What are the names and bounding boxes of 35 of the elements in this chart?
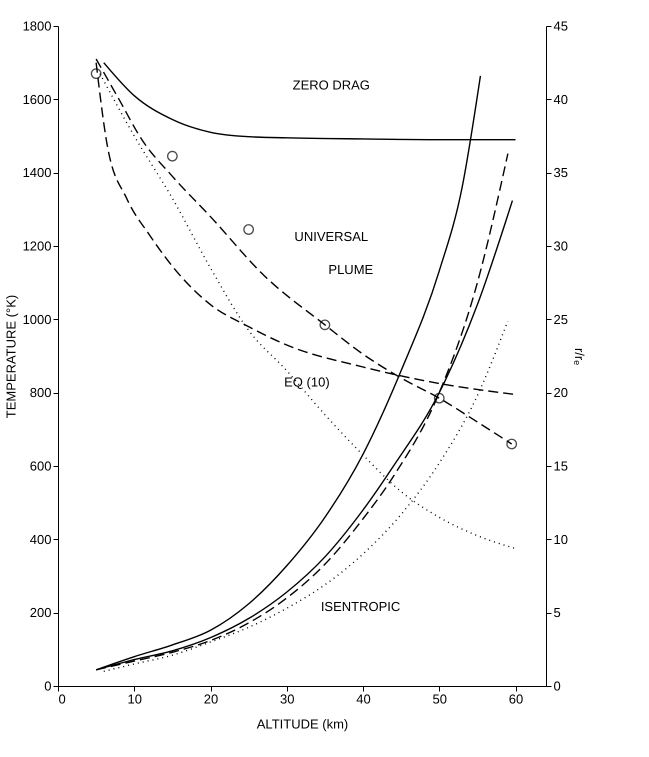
x-tick-label: 10 xyxy=(128,692,142,706)
y-tick-label: 200 xyxy=(30,605,52,620)
x-axis-title: ALTITUDE (km) xyxy=(256,716,348,732)
y-tick-label: 600 xyxy=(30,458,52,474)
y-axis-title: TEMPERATURE (°K) xyxy=(4,294,19,418)
y2-tick-label: 20 xyxy=(554,385,568,400)
annotation: ISENTROPIC xyxy=(320,598,400,614)
y2-tick-label: 25 xyxy=(554,312,568,327)
y2-tick-label: 15 xyxy=(554,458,568,474)
y-tick-label: 1600 xyxy=(22,92,52,107)
annotation: EQ (10) xyxy=(284,374,330,390)
x-tick-label: 50 xyxy=(432,692,447,706)
y-tick-label: 1400 xyxy=(22,165,52,180)
x-tick-label: 30 xyxy=(280,692,294,706)
x-tick-label: 40 xyxy=(356,692,371,706)
annotation: PLUME xyxy=(328,262,374,278)
annotation: ZERO DRAG xyxy=(292,77,370,92)
y2-tick-label: 5 xyxy=(554,605,561,620)
y-tick-label: 800 xyxy=(30,385,52,400)
y2-tick-label: 0 xyxy=(554,678,561,694)
y2-axis-title: r/rₑ xyxy=(572,348,587,366)
y-tick-label: 400 xyxy=(30,532,52,547)
y2-tick-label: 30 xyxy=(554,238,568,254)
x-tick-label: 60 xyxy=(508,692,524,706)
y-tick-label: 0 xyxy=(44,678,52,694)
x-tick-label: 20 xyxy=(204,692,218,706)
y2-tick-label: 10 xyxy=(554,532,568,547)
y2-tick-label: 40 xyxy=(554,92,568,107)
y2-tick-label: 35 xyxy=(554,165,568,180)
y-tick-label: 1800 xyxy=(22,18,52,34)
y-tick-label: 1000 xyxy=(22,312,52,327)
y2-tick-label: 45 xyxy=(554,18,568,34)
annotation: UNIVERSAL xyxy=(294,229,368,244)
x-tick-label: 0 xyxy=(58,692,66,706)
y-tick-label: 1200 xyxy=(22,238,52,254)
